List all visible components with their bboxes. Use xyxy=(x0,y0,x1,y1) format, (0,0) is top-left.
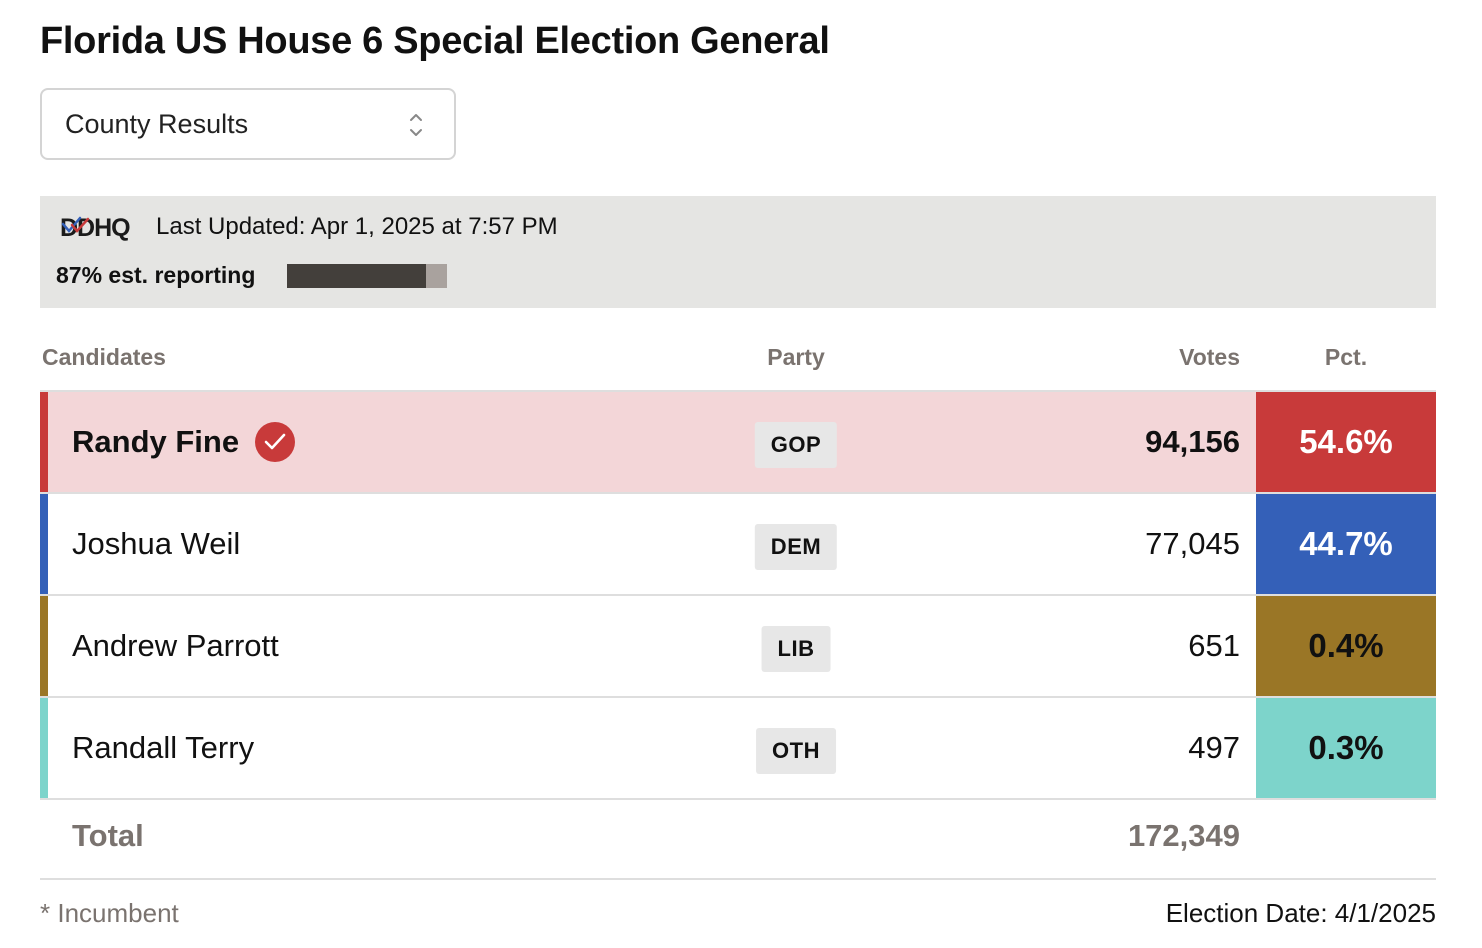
reporting-progress-bar xyxy=(287,264,447,288)
vote-count: 77,045 xyxy=(1145,526,1240,561)
chevron-updown-icon xyxy=(410,114,422,136)
candidate-name-text: Randy Fine xyxy=(72,424,240,459)
party-badge: LIB xyxy=(761,626,831,672)
vote-count: 651 xyxy=(1188,628,1240,663)
table-row: Joshua Weil DEM 77,045 44.7% xyxy=(40,494,1436,596)
results-table: Randy Fine GOP 94,156 54.6% Joshua Weil … xyxy=(40,390,1436,800)
party-color-stripe xyxy=(40,494,48,594)
candidate-name: Joshua Weil xyxy=(72,494,240,594)
total-label: Total xyxy=(72,818,144,853)
last-updated-text: Last Updated: Apr 1, 2025 at 7:57 PM xyxy=(156,213,558,240)
reporting-label: 87% est. reporting xyxy=(56,262,256,288)
incumbent-note: * Incumbent xyxy=(40,898,179,928)
vote-percentage: 0.3% xyxy=(1256,698,1436,798)
election-date: Election Date: 4/1/2025 xyxy=(1165,898,1436,928)
party-badge: GOP xyxy=(754,422,838,468)
party-badge: DEM xyxy=(754,524,838,570)
candidate-name-text: Randall Terry xyxy=(72,730,255,765)
header-candidates: Candidates xyxy=(42,344,166,370)
candidate-name: Randall Terry xyxy=(72,698,254,798)
reporting-progress-fill xyxy=(287,264,427,288)
candidate-name-text: Andrew Parrott xyxy=(72,628,279,663)
party-color-stripe xyxy=(40,392,48,492)
party-color-stripe xyxy=(40,596,48,696)
results-info-panel: DDHQ Last Updated: Apr 1, 2025 at 7:57 P… xyxy=(40,196,1436,308)
vote-percentage: 54.6% xyxy=(1256,392,1436,492)
ddhq-logo: DDHQ xyxy=(60,214,131,242)
total-votes: 172,349 xyxy=(1127,818,1240,853)
vote-count: 497 xyxy=(1188,730,1240,765)
candidate-name: Randy Fine xyxy=(72,392,296,492)
candidate-name-text: Joshua Weil xyxy=(72,526,241,561)
vote-percentage: 0.4% xyxy=(1256,596,1436,696)
vote-percentage: 44.7% xyxy=(1256,494,1436,594)
party-badge: OTH xyxy=(756,728,836,774)
table-row: Andrew Parrott LIB 651 0.4% xyxy=(40,596,1436,698)
header-pct: Pct. xyxy=(1324,344,1368,370)
results-view-select-value: County Results xyxy=(65,108,249,139)
check-circle-icon xyxy=(255,422,296,462)
page-title: Florida US House 6 Special Election Gene… xyxy=(40,20,830,62)
results-view-select[interactable]: County Results xyxy=(40,88,456,160)
table-row: Randy Fine GOP 94,156 54.6% xyxy=(40,392,1436,494)
candidate-name: Andrew Parrott xyxy=(72,596,279,696)
header-party: Party xyxy=(767,344,825,370)
total-row: Total 172,349 xyxy=(40,800,1436,880)
party-color-stripe xyxy=(40,698,48,798)
header-votes: Votes xyxy=(1179,344,1240,370)
table-row: Randall Terry OTH 497 0.3% xyxy=(40,698,1436,800)
vote-count: 94,156 xyxy=(1145,424,1240,459)
